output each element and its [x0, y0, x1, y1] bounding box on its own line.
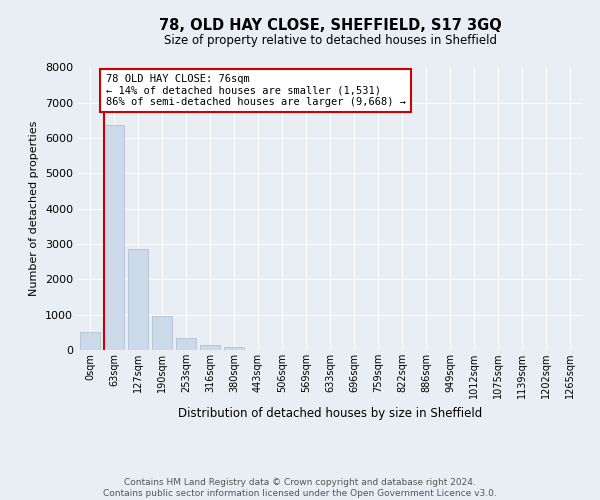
- X-axis label: Distribution of detached houses by size in Sheffield: Distribution of detached houses by size …: [178, 406, 482, 420]
- Bar: [104, 124, 124, 350]
- Bar: [176, 338, 196, 350]
- Text: 78 OLD HAY CLOSE: 76sqm
← 14% of detached houses are smaller (1,531)
86% of semi: 78 OLD HAY CLOSE: 76sqm ← 14% of detache…: [106, 74, 406, 107]
- Y-axis label: Number of detached properties: Number of detached properties: [29, 121, 40, 296]
- Text: Contains HM Land Registry data © Crown copyright and database right 2024.
Contai: Contains HM Land Registry data © Crown c…: [103, 478, 497, 498]
- Bar: [224, 347, 244, 350]
- Bar: [200, 346, 220, 350]
- Text: 78, OLD HAY CLOSE, SHEFFIELD, S17 3GQ: 78, OLD HAY CLOSE, SHEFFIELD, S17 3GQ: [158, 18, 502, 32]
- Bar: [128, 248, 148, 350]
- Bar: [152, 316, 172, 350]
- Bar: [80, 332, 100, 350]
- Text: Size of property relative to detached houses in Sheffield: Size of property relative to detached ho…: [163, 34, 497, 47]
